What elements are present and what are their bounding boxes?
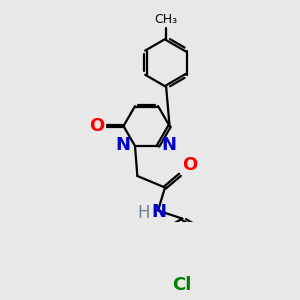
Text: N: N <box>116 136 131 154</box>
Text: N: N <box>161 136 176 154</box>
Text: O: O <box>182 156 197 174</box>
Text: Cl: Cl <box>172 276 192 294</box>
Text: CH₃: CH₃ <box>154 13 178 26</box>
Text: N: N <box>152 203 167 221</box>
Text: H: H <box>137 204 150 222</box>
Text: O: O <box>89 117 105 135</box>
